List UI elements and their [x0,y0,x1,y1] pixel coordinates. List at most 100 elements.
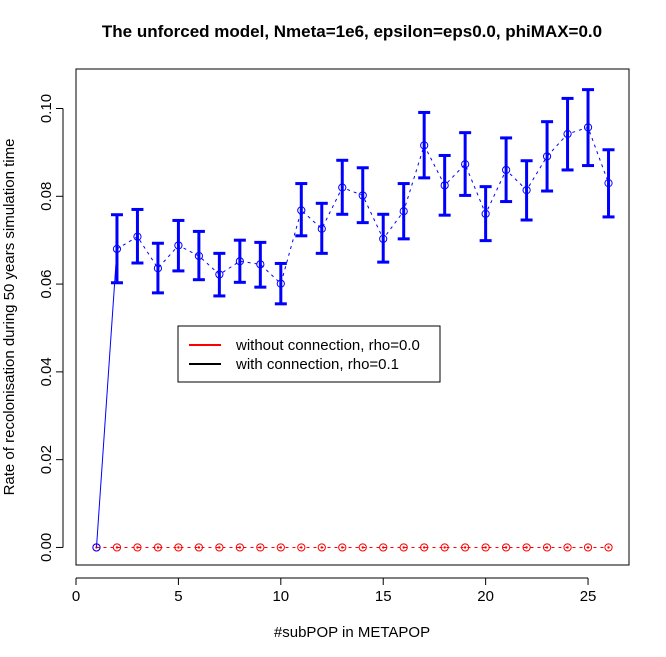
legend: without connection, rho=0.0 with connect… [177,325,441,383]
x-tick-label: 25 [580,588,597,605]
data-point-with-connection [235,257,244,266]
data-point-center-without-connection [156,546,160,549]
data-point-with-connection [502,165,511,175]
series-layer [92,88,615,552]
y-tick-label: 0.02 [38,445,55,474]
x-tick-label: 10 [272,588,289,605]
data-point-without-connection [194,543,203,552]
data-point-center-without-connection [177,546,180,549]
y-tick-label: 0.06 [38,269,55,298]
y-axis-label: Rate of recolonisation during 50 years s… [1,139,18,496]
series-with-connection [92,88,615,552]
x-axis: 0 5 10 15 20 25 [72,577,597,605]
x-tick-label: 0 [72,588,80,605]
chart-title: The unforced model, Nmeta=1e6, epsilon=e… [102,22,602,41]
data-point-with-connection [399,207,408,216]
data-point-with-connection [112,244,122,254]
plot-frame [75,68,630,566]
data-point-without-connection [112,543,122,552]
y-tick-label: 0.10 [38,94,55,123]
data-point-without-connection [481,543,490,552]
data-point-without-connection [256,543,265,552]
data-point-center-without-connection [463,546,467,549]
data-point-center-without-connection [545,546,549,549]
data-point-center-without-connection [218,546,221,549]
data-point-without-connection [461,543,470,552]
x-tick-label: 15 [375,588,392,605]
data-point-center-without-connection [238,546,242,549]
data-point-with-connection [461,160,470,169]
data-point-center-without-connection [443,546,446,549]
data-point-without-connection [604,543,613,552]
data-point-with-connection [542,152,552,161]
data-point-without-connection [338,543,347,552]
data-point-with-connection [256,260,265,269]
data-point-center-without-connection [136,546,139,549]
data-point-with-connection [481,209,490,218]
data-point-without-connection [502,543,511,552]
x-tick-label: 5 [174,588,182,605]
data-point-without-connection [174,543,183,552]
data-point-with-connection [317,224,326,233]
data-point-center-without-connection [422,546,426,549]
data-point-without-connection [153,543,163,552]
data-point-center-without-connection [320,546,323,549]
data-point-without-connection [583,543,593,552]
legend-label-with-connection: with connection, rho=0.1 [235,356,399,373]
data-point-with-connection [563,129,572,139]
data-point-without-connection [297,543,306,552]
data-point-center-without-connection [484,546,487,549]
data-point-with-connection [153,264,163,273]
data-point-with-connection [92,543,101,552]
data-point-center-without-connection [402,546,405,549]
data-point-with-connection [174,241,183,250]
data-point-with-connection [379,234,388,243]
data-point-center-without-connection [197,546,201,549]
data-point-without-connection [358,543,367,552]
series-without-connection [92,543,613,552]
data-point-without-connection [563,543,572,552]
y-tick-label: 0.00 [38,533,55,562]
data-point-without-connection [317,543,326,552]
data-point-with-connection [194,251,203,261]
data-point-center-without-connection [504,546,508,549]
data-point-center-without-connection [525,546,528,549]
legend-label-without-connection: without connection, rho=0.0 [235,337,420,354]
data-point-center-without-connection [361,546,364,549]
data-point-with-connection [522,186,531,195]
data-point-center-without-connection [279,546,283,549]
data-point-center-without-connection [607,546,610,549]
data-point-without-connection [522,543,531,552]
data-point-without-connection [440,543,449,552]
data-point-center-without-connection [382,546,385,549]
data-point-with-connection [583,123,593,132]
data-point-center-without-connection [259,546,262,549]
data-point-center-without-connection [586,546,590,549]
data-point-center-without-connection [341,546,344,549]
data-point-without-connection [215,543,224,552]
data-point-with-connection [420,141,429,150]
x-tick-label: 20 [477,588,494,605]
data-point-with-connection [604,179,613,188]
data-point-with-connection [276,279,285,288]
data-point-center-without-connection [300,546,303,549]
legend-box [177,325,441,383]
data-point-with-connection [440,181,449,190]
data-point-without-connection [235,543,244,552]
data-point-with-connection [358,191,367,200]
data-point-center-without-connection [566,546,569,549]
data-point-without-connection [379,543,388,552]
data-point-without-connection [542,543,552,552]
series-line-with-connection-first-segment [95,248,118,548]
y-tick-label: 0.08 [38,182,55,211]
data-point-with-connection [338,183,347,192]
data-point-without-connection [399,543,408,552]
data-point-with-connection [297,206,306,215]
data-point-with-connection [215,270,224,279]
x-axis-label: #subPOP in METAPOP [274,624,430,641]
data-point-without-connection [276,543,285,552]
y-tick-label: 0.04 [38,357,55,386]
y-axis: 0.00 0.02 0.04 0.06 0.08 0.10 [38,94,64,562]
data-point-without-connection [133,543,142,552]
